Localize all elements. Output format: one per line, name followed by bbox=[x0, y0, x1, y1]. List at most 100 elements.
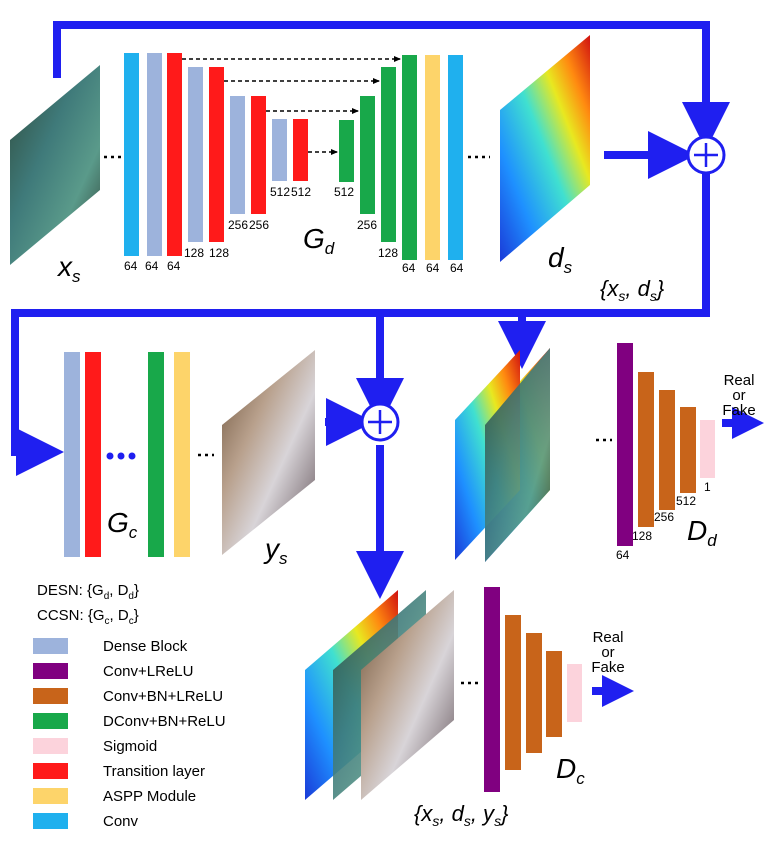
dd-output-label: Real or Fake bbox=[722, 372, 755, 419]
dc-conv-bn-lrelu-2 bbox=[526, 633, 542, 753]
legend-label: ASPP Module bbox=[103, 788, 196, 805]
dd-channel-label: 128 bbox=[632, 529, 652, 543]
xs-skip-connector bbox=[53, 21, 730, 150]
legend-item: DConv+BN+ReLU bbox=[33, 713, 226, 730]
ellipsis-dashes bbox=[104, 155, 612, 685]
legend-swatch bbox=[33, 688, 68, 704]
dd-conv-bn-lrelu-1 bbox=[638, 372, 654, 527]
label-triple: {xs, ds, ys} bbox=[414, 801, 509, 829]
gd-channel-label: 256 bbox=[228, 218, 248, 232]
label-gd: Gd bbox=[303, 223, 335, 258]
gd-channel-label: 128 bbox=[209, 246, 229, 260]
legend-swatch bbox=[33, 663, 68, 679]
gc-network bbox=[64, 352, 190, 557]
fake-label: Fake bbox=[722, 402, 755, 419]
gd-channel-label: 128 bbox=[184, 246, 204, 260]
dc-sigmoid bbox=[567, 664, 582, 722]
gd-transition-2 bbox=[209, 67, 224, 242]
gd-aspp bbox=[425, 55, 440, 260]
gd-channel-label: 64 bbox=[124, 259, 138, 273]
dd-conv-lrelu bbox=[617, 343, 633, 546]
dd-channel-label: 512 bbox=[676, 494, 696, 508]
legend-item: Conv+BN+LReLU bbox=[33, 688, 223, 705]
or-label: or bbox=[601, 644, 614, 661]
pair-output-connector bbox=[11, 172, 710, 476]
dc-conv-bn-lrelu-1 bbox=[505, 615, 521, 770]
label-pair: {xs, ds} bbox=[600, 276, 665, 304]
gc-dense bbox=[64, 352, 80, 557]
image-xs bbox=[10, 65, 100, 265]
gd-dconv-3 bbox=[381, 67, 396, 242]
gd-channel-label: 64 bbox=[145, 259, 159, 273]
label-dd: Dd bbox=[687, 515, 717, 550]
legend-swatch bbox=[33, 813, 68, 829]
legend-label: Conv bbox=[103, 813, 139, 830]
label-ys: ys bbox=[263, 533, 288, 568]
symbol-labels: xs Gd ds {xs, ds} Gc ys Dd Dc {xs, ds, y… bbox=[56, 223, 717, 829]
gd-channel-label: 64 bbox=[426, 261, 440, 275]
legend-label: Sigmoid bbox=[103, 738, 157, 755]
dc-network bbox=[484, 587, 582, 792]
dd-network: 64 128 256 512 1 bbox=[616, 343, 715, 562]
gc-transition bbox=[85, 352, 101, 557]
gd-transition-1 bbox=[167, 53, 182, 256]
legend-swatch bbox=[33, 713, 68, 729]
gd-dense-4 bbox=[272, 119, 287, 181]
or-label: or bbox=[732, 387, 745, 404]
legend-swatch bbox=[33, 763, 68, 779]
gc-ellipsis-dots bbox=[106, 452, 136, 460]
gd-dense-2 bbox=[188, 67, 203, 242]
legend-label: Conv+LReLU bbox=[103, 663, 193, 680]
gd-dconv-2 bbox=[360, 96, 375, 214]
legend-label: Dense Block bbox=[103, 638, 188, 655]
image-ys bbox=[222, 350, 315, 555]
gd-channel-label: 256 bbox=[357, 218, 377, 232]
legend-swatch bbox=[33, 788, 68, 804]
gd-channel-label: 64 bbox=[402, 261, 416, 275]
gd-conv-1 bbox=[124, 53, 139, 256]
gc-aspp bbox=[174, 352, 190, 557]
gc-dconv bbox=[148, 352, 164, 557]
gd-channel-label: 64 bbox=[167, 259, 181, 273]
dd-channel-label: 64 bbox=[616, 548, 630, 562]
gd-skip-connections bbox=[182, 56, 401, 155]
concat-node-middle bbox=[360, 402, 400, 442]
gd-channel-label: 512 bbox=[270, 185, 290, 199]
real-label: Real bbox=[593, 629, 624, 646]
legend-label: DConv+BN+ReLU bbox=[103, 713, 226, 730]
gd-dense-3 bbox=[230, 96, 245, 214]
legend-item: Transition layer bbox=[33, 763, 205, 780]
gd-channel-label: 128 bbox=[378, 246, 398, 260]
dc-conv-lrelu bbox=[484, 587, 500, 792]
dc-output-label: Real or Fake bbox=[591, 629, 624, 676]
legend-label: Conv+BN+LReLU bbox=[103, 688, 223, 705]
gd-channel-label: 512 bbox=[291, 185, 311, 199]
image-ds bbox=[500, 35, 590, 262]
real-label: Real bbox=[724, 372, 755, 389]
dd-channel-label: 256 bbox=[654, 510, 674, 524]
dc-conv-bn-lrelu-3 bbox=[546, 651, 562, 737]
gd-dense-1 bbox=[147, 53, 162, 256]
label-dc: Dc bbox=[556, 753, 585, 788]
concat-node-top bbox=[686, 135, 726, 175]
legend-swatch bbox=[33, 638, 68, 654]
legend-item: Conv+LReLU bbox=[33, 663, 193, 680]
dd-channel-labels: 64 128 256 512 1 bbox=[616, 480, 711, 562]
gd-dconv-1 bbox=[339, 120, 354, 182]
gd-conv-2 bbox=[448, 55, 463, 260]
image-stack-dd bbox=[455, 348, 550, 562]
gd-channel-label: 256 bbox=[249, 218, 269, 232]
image-stack-dc bbox=[305, 590, 454, 800]
label-gc: Gc bbox=[107, 507, 138, 542]
dd-channel-label: 1 bbox=[704, 480, 711, 494]
dd-sigmoid bbox=[700, 420, 715, 478]
fake-label: Fake bbox=[591, 659, 624, 676]
legend-item: Sigmoid bbox=[33, 738, 157, 755]
label-xs: xs bbox=[56, 251, 81, 286]
gd-transition-4 bbox=[293, 119, 308, 181]
desn-definition: DESN: {Gd, Dd} bbox=[37, 582, 139, 602]
gd-channel-label: 512 bbox=[334, 185, 354, 199]
gd-transition-3 bbox=[251, 96, 266, 214]
legend: Dense Block Conv+LReLU Conv+BN+LReLU DConv+… bbox=[33, 638, 226, 830]
main-connectors bbox=[11, 21, 764, 707]
